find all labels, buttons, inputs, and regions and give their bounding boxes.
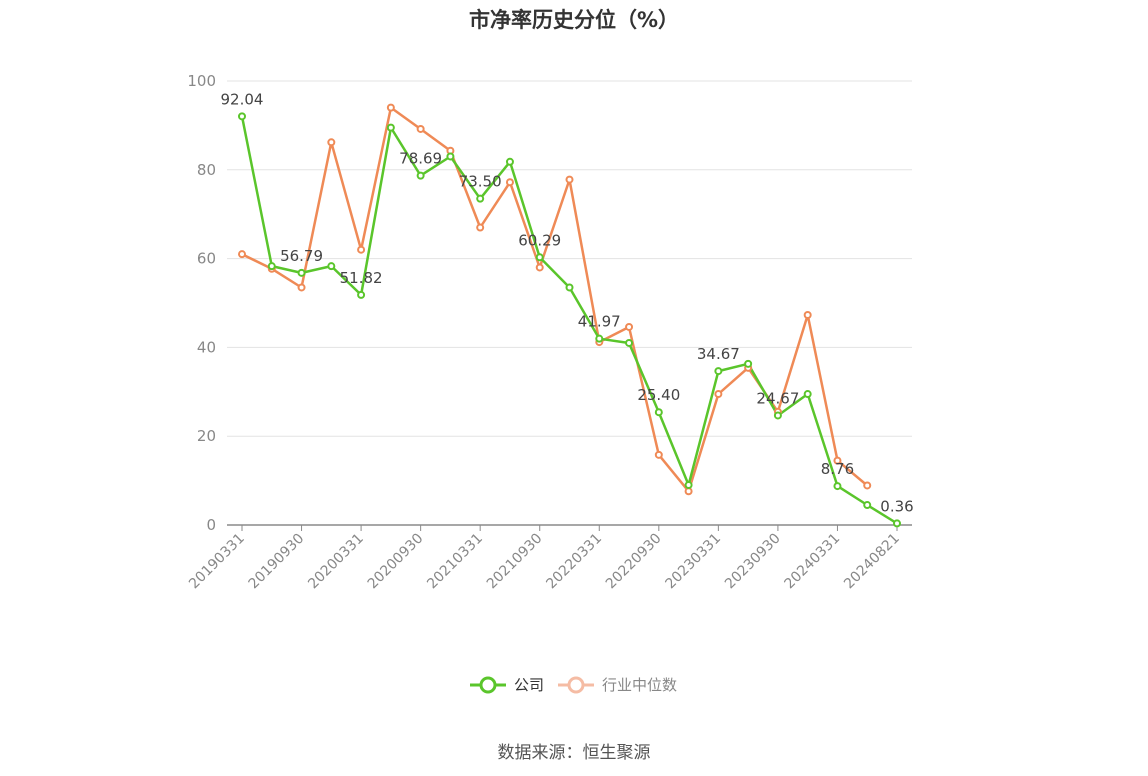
data-label: 34.67 [697,345,740,363]
legend-label-industry-median: 行业中位数 [602,676,678,694]
x-tick-label: 20230930 [722,531,784,593]
data-point [893,519,901,528]
data-source-note: 数据来源：恒生聚源 [497,743,651,763]
data-label: 25.40 [637,386,680,404]
data-point [565,175,574,184]
data-points [238,103,901,528]
x-tick-label: 20190331 [186,531,248,593]
legend-line-circle-icon [558,676,595,693]
x-tick-label: 20210930 [484,531,546,593]
data-point [863,481,872,490]
data-point [535,263,544,272]
x-tick-label: 20230331 [662,531,724,593]
data-point [267,262,276,271]
data-point [297,283,306,292]
data-point [863,501,872,510]
data-point [803,390,812,399]
data-label: 60.29 [518,231,561,249]
data-point [714,367,723,376]
data-point [476,194,485,203]
data-label: 51.82 [340,269,383,287]
data-point [416,171,425,180]
legend-item-industry-median[interactable]: 行业中位数 [558,674,677,695]
y-tick-label: 60 [197,250,216,268]
data-point [386,123,395,132]
legend-item-company[interactable]: 公司 [470,674,544,695]
data-point [386,103,395,112]
data-point [505,178,514,187]
y-tick-label: 80 [197,161,216,179]
data-label: 8.76 [821,460,854,478]
legend: 公司 行业中位数 [470,674,677,695]
data-label: 78.69 [399,150,442,168]
data-point [327,138,336,147]
x-tick-label: 20220930 [603,531,665,593]
data-point [833,482,842,491]
data-point [595,334,604,343]
data-point [357,245,366,254]
data-label: 0.36 [880,497,913,515]
data-point [773,411,782,420]
data-point [654,450,663,459]
data-point [684,481,693,490]
x-tick-label: 20240331 [782,531,844,593]
data-point [684,487,693,496]
data-label: 41.97 [578,313,621,331]
y-tick-label: 40 [197,338,216,356]
y-tick-label: 20 [197,427,216,445]
data-point [357,290,366,299]
data-point [238,250,246,259]
grid-lines [227,80,912,437]
y-tick-label: 0 [206,516,216,534]
data-labels: 92.04 56.79 51.82 78.69 73.50 60.29 41.97 25.40… [221,90,914,515]
data-point [238,112,246,121]
data-point [476,223,485,232]
x-tick-label: 20210331 [424,531,486,593]
data-point [446,152,455,161]
data-point [565,283,574,292]
x-tick-label: 20200331 [305,531,367,593]
data-point [297,268,306,277]
data-point [654,408,663,417]
x-tick-label: 20240821 [841,531,903,593]
x-tick-label: 20220331 [543,531,605,593]
data-point [803,310,812,319]
data-label: 92.04 [221,90,264,108]
data-point [833,456,842,465]
legend-line-circle-icon [470,676,506,693]
data-point [744,359,753,368]
x-tick-label: 20200930 [365,531,427,593]
data-point [625,338,634,347]
data-point [714,390,723,399]
data-point [505,157,514,166]
y-tick-label: 100 [187,72,216,90]
chart-title: 市净率历史分位（%） [468,8,680,32]
data-label: 24.67 [756,389,799,407]
x-tick-label: 20190930 [246,531,308,593]
data-point [535,253,544,262]
legend-label-company: 公司 [514,676,545,694]
data-point [625,322,634,331]
data-label: 56.79 [280,247,323,265]
data-point [327,262,336,271]
data-label: 73.50 [459,173,502,191]
data-point [416,124,425,133]
series-line [241,106,869,493]
